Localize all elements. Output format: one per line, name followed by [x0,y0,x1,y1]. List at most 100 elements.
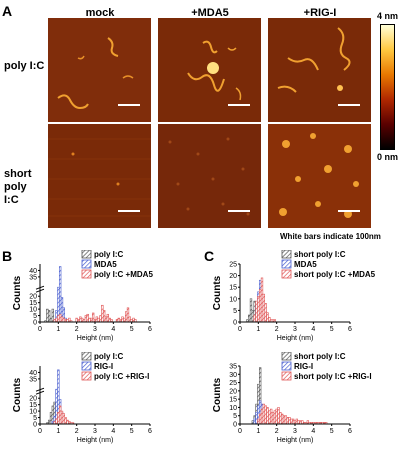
bar [104,316,108,323]
scale-bar [338,210,360,212]
bar [62,413,66,425]
y-tick-label: 10 [29,409,37,416]
bar [60,410,64,425]
legend-label: MDA5 [294,260,317,269]
bar [268,410,271,425]
bar [60,316,64,323]
y-tick-label: 10 [229,405,237,412]
x-axis-label: Height (nm) [77,335,114,342]
y-tick-label: 0 [233,422,237,429]
bar [277,407,280,425]
afm-image-short-mda5 [158,124,261,228]
bar [255,412,258,425]
column-header-rigi: +RIG-I [303,7,337,19]
legend-swatch [281,361,292,371]
y-tick-label: 15 [229,285,237,292]
height-colorbar [380,24,395,150]
y-tick-label: 15 [29,402,37,409]
scale-note: White bars indicate 100nm [280,232,381,241]
x-tick-label: 4 [111,326,115,333]
bar [264,303,267,323]
bar [84,315,88,323]
bar [264,405,267,425]
y-tick-label: 20 [229,388,237,395]
x-tick-label: 1 [256,326,260,333]
bar [46,308,49,323]
x-tick-label: 3 [93,428,97,435]
bar [291,418,295,425]
bar [247,314,251,323]
bar [260,408,264,425]
y-tick-label: 25 [229,380,237,387]
legend-label: RIG-I [94,362,113,371]
y-tick-label: 5 [33,313,37,320]
legend-label: poly I:C [94,352,124,361]
legend-label: poly I:C +MDA5 [94,270,153,279]
x-tick-label: 6 [348,326,352,333]
bar [47,419,51,425]
y-tick-label: 10 [29,307,37,314]
colorbar-max-label: 4 nm [377,11,399,21]
y-tick-label: 40 [29,370,37,377]
legend-label: RIG-I [294,362,313,371]
afm-image-short-mock [48,124,151,228]
legend-swatch [81,361,92,371]
column-header-mock: mock [85,7,115,19]
x-tick-label: 2 [75,428,79,435]
x-tick-label: 2 [275,428,279,435]
bar [58,313,62,323]
bar [99,315,102,323]
y-axis-label: Counts [212,377,223,412]
x-tick-label: 2 [75,326,79,333]
bar [51,308,55,323]
bar [55,317,58,323]
bar [57,315,60,323]
bar [255,300,258,323]
afm-image-poly-rigi [268,18,371,122]
panel-label-b: B [2,248,13,264]
bar [262,403,266,425]
legend-swatch [281,371,292,381]
bar [68,317,71,323]
legend-label: short poly I:C +MDA5 [294,270,376,279]
bar [275,408,278,425]
y-tick-label: 30 [229,372,237,379]
axis-break [35,387,45,395]
bar [251,310,255,323]
legend-label: poly I:C [94,250,124,259]
histogram-c-top: 0 1 2 3 4 5 6 0 5 10 15 20 25 Height (nm) Counts short … [212,250,376,342]
bar [97,317,100,323]
row-header-short-poly-ic: short poly I:C [4,168,32,206]
legend-label: short poly I:C [294,250,346,259]
bar [88,317,91,323]
x-axis-label: Height (nm) [277,335,314,342]
bar [266,312,269,323]
x-tick-label: 0 [238,428,242,435]
bar [121,316,124,323]
bar [269,408,273,425]
y-tick-label: 10 [229,296,237,303]
x-tick-label: 3 [293,428,297,435]
afm-image-poly-mock [48,18,151,122]
bar [132,317,135,323]
y-tick-label: 35 [29,274,37,281]
bar [58,266,62,323]
y-tick-label: 5 [33,415,37,422]
bar [257,296,260,323]
x-tick-label: 4 [111,428,115,435]
x-tick-label: 4 [311,428,315,435]
y-tick-label: 5 [233,413,237,420]
bar [126,307,130,323]
legend-swatch [81,371,92,381]
bar [266,407,269,425]
panel-label-a: A [2,3,13,19]
x-tick-label: 1 [256,428,260,435]
scale-bar [118,210,140,212]
bar [249,298,253,323]
bar [49,412,53,425]
bar [106,313,110,323]
afm-image-short-rigi [268,124,371,228]
bar [260,277,264,323]
bar [253,314,256,323]
